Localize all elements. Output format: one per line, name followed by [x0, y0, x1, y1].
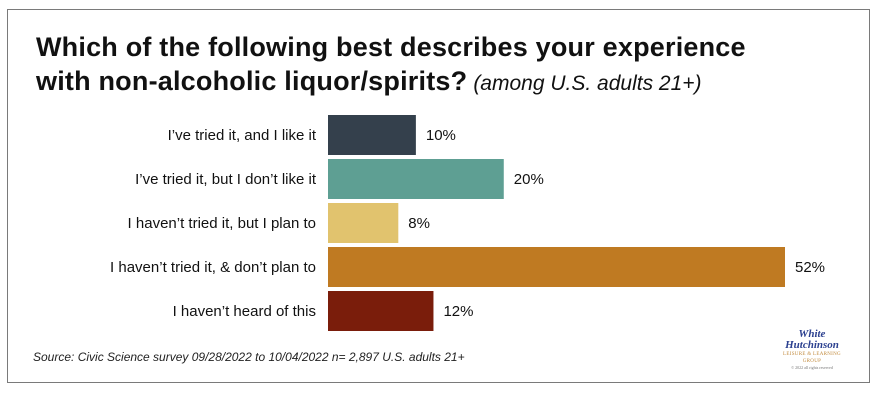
- chart-subtitle: (among U.S. adults 21+): [473, 72, 702, 95]
- category-label-4: I haven’t tried it, & don’t plan to: [110, 259, 316, 276]
- category-label-3: I haven’t tried it, but I plan to: [128, 215, 316, 232]
- bar-5: [328, 291, 434, 331]
- chart-title-line2: with non-alcoholic liquor/spirits?: [36, 66, 468, 96]
- logo-line2: Hutchinson: [785, 339, 839, 351]
- logo-line3: LEISURE & LEARNING GROUP: [783, 352, 841, 364]
- logo-line1: White: [798, 328, 826, 340]
- bar-3: [328, 203, 399, 243]
- bar-4: [328, 247, 785, 287]
- bar-1: [328, 115, 416, 155]
- value-label-4: 52%: [795, 259, 825, 276]
- category-label-5: I haven’t heard of this: [173, 303, 316, 320]
- value-label-3: 8%: [408, 215, 430, 232]
- value-label-2: 20%: [514, 171, 544, 188]
- source-note: Source: Civic Science survey 09/28/2022 …: [33, 350, 465, 364]
- category-label-2: I’ve tried it, but I don’t like it: [135, 171, 317, 188]
- chart-title: Which of the following best describes yo…: [36, 30, 856, 101]
- value-label-1: 10%: [426, 127, 456, 144]
- bar-2: [328, 159, 504, 199]
- logo-line4: © 2022 all rights reserved: [791, 365, 833, 370]
- chart-title-line1: Which of the following best describes yo…: [36, 32, 746, 62]
- white-hutchinson-logo: White Hutchinson LEISURE & LEARNING GROU…: [779, 329, 845, 373]
- value-label-5: 12%: [443, 303, 473, 320]
- chart-title-line2-wrap: with non-alcoholic liquor/spirits? (among…: [36, 64, 856, 101]
- category-label-1: I’ve tried it, and I like it: [168, 127, 317, 144]
